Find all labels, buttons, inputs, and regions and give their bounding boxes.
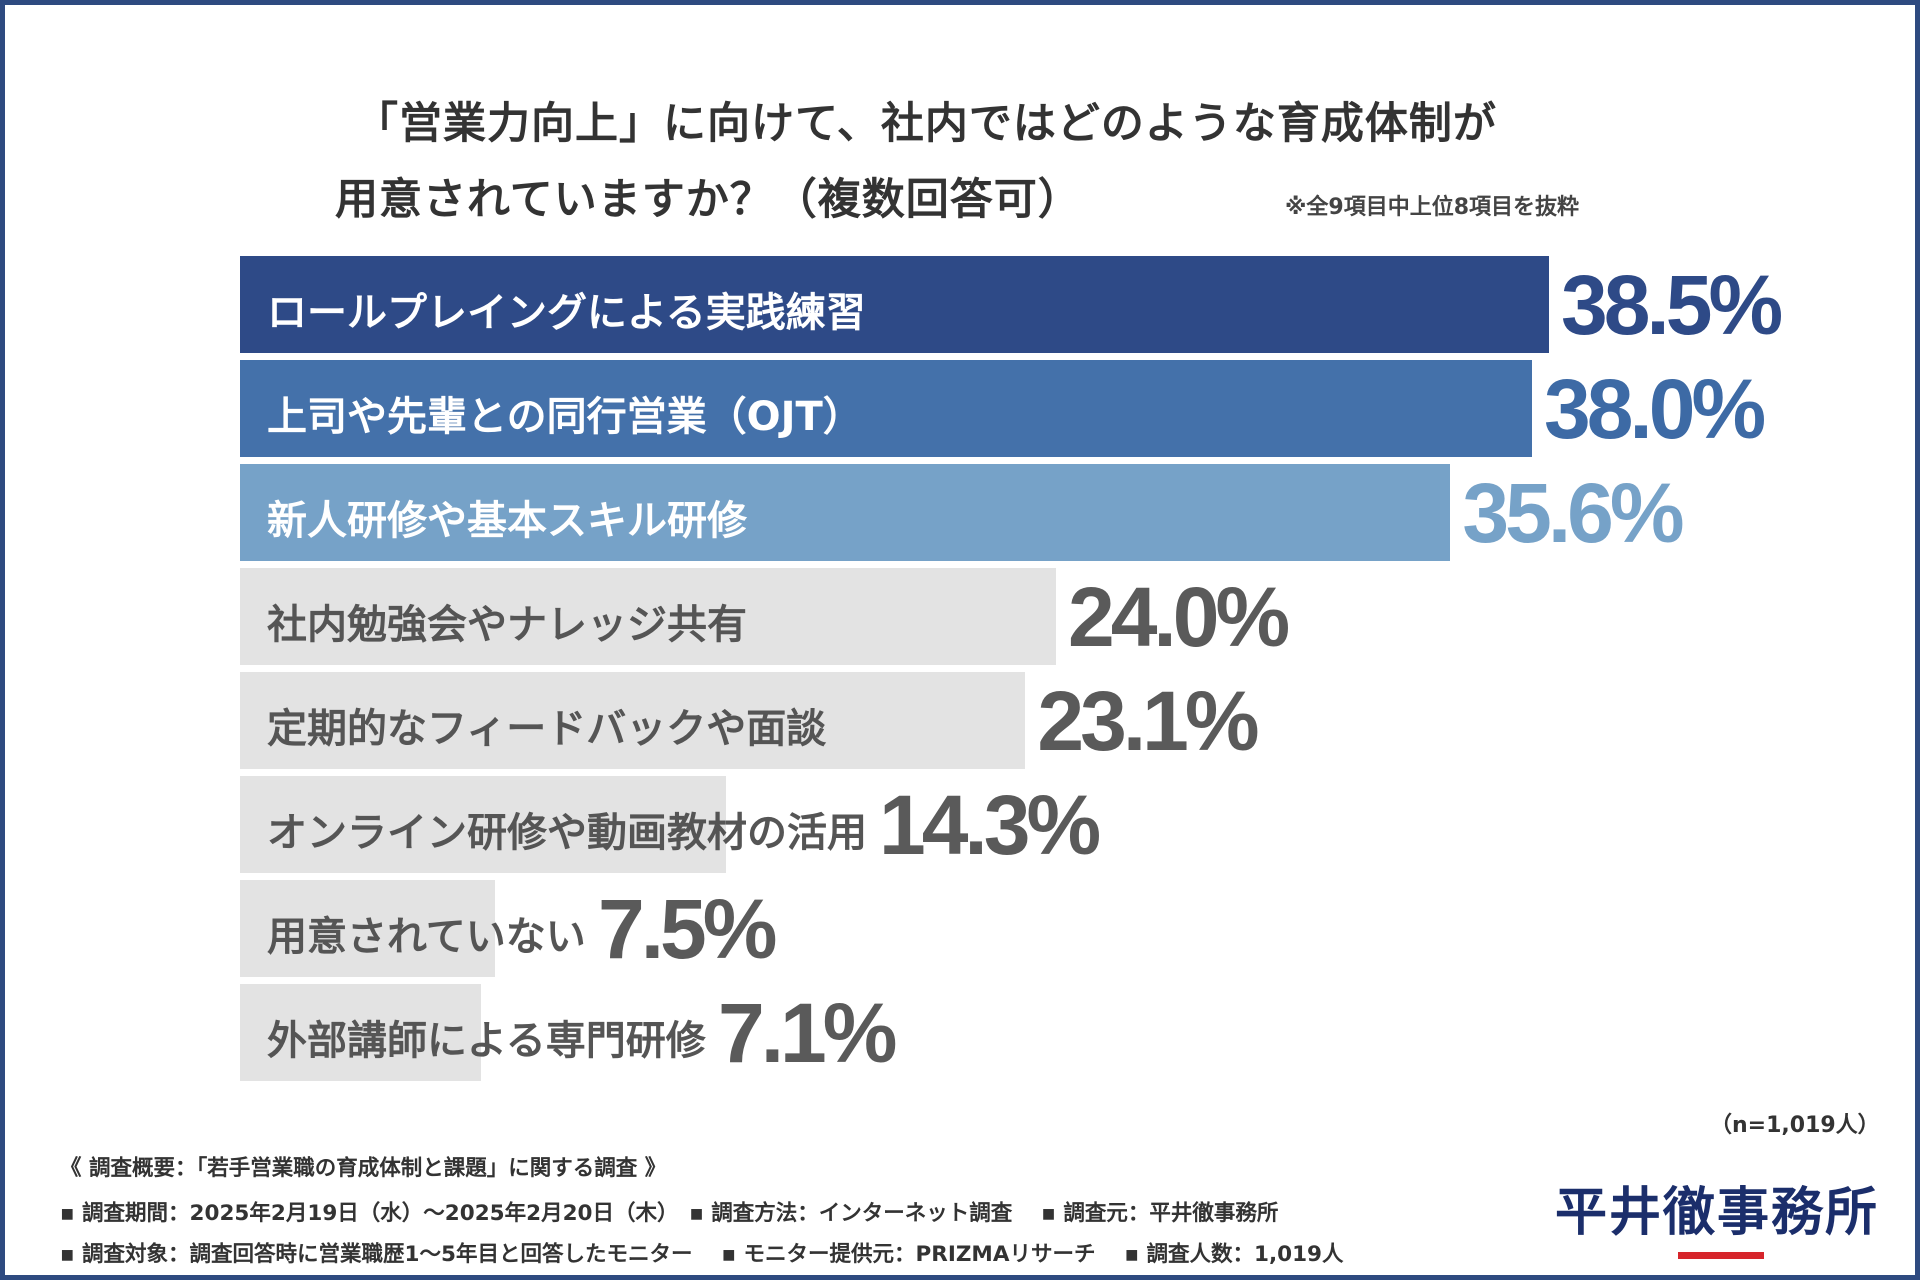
bar-value-label: 24.0% <box>1068 570 1290 664</box>
bar <box>240 776 727 873</box>
bar-label: オンライン研修や動画教材の活用 <box>267 810 867 856</box>
bar <box>240 880 495 977</box>
brand-logo-underline <box>1678 1252 1764 1259</box>
survey-details-line1: ▪ 調査期間：2025年2月19日（水）～2025年2月20日（木） ▪ 調査方… <box>60 1201 1279 1226</box>
bar <box>240 568 1056 665</box>
bar-label: 社内勉強会やナレッジ共有 <box>267 602 747 648</box>
bar-label: 用意されていない <box>267 914 586 960</box>
bar-label: ロールプレイングによる実践練習 <box>267 290 866 336</box>
bar-value-label: 38.0% <box>1544 362 1766 456</box>
bar-value-label: 38.5% <box>1561 258 1783 352</box>
brand-logo: 平井徹事務所 <box>1555 1170 1880 1259</box>
bar-value-label: 7.5% <box>598 882 777 976</box>
bar <box>240 984 482 1081</box>
survey-details-line2: ▪ 調査対象：調査回答時に営業職歴1～5年目と回答したモニター ▪ モニター提供… <box>60 1242 1344 1267</box>
survey-title: 《 調査概要：「若手営業職の育成体制と課題」に関する調査 》 <box>60 1156 667 1181</box>
bar <box>240 360 1532 457</box>
bar-value-label: 7.1% <box>718 986 897 1080</box>
bar <box>240 464 1451 561</box>
bar-value-label: 23.1% <box>1037 674 1259 768</box>
bar-value-label: 35.6% <box>1462 466 1684 560</box>
chart-title-line1: 「営業力向上」に向けて、社内ではどのような育成体制が <box>355 99 1497 149</box>
chart-note: ※全9項目中上位8項目を抜粋 <box>1285 195 1580 220</box>
bar-chart: ロールプレイングによる実践練習 38.5% 上司や先輩との同行営業（OJT） 38.0… <box>5 5 1920 1285</box>
bar-label: 上司や先輩との同行営業（OJT） <box>267 394 863 440</box>
bar-label: 外部講師による専門研修 <box>267 1018 706 1064</box>
bar <box>240 256 1549 353</box>
brand-logo-text: 平井徹事務所 <box>1555 1182 1880 1243</box>
bar-label: 定期的なフィードバックや面談 <box>267 706 827 752</box>
sample-size: （n=1,019人） <box>1710 1113 1880 1138</box>
bar <box>240 672 1026 769</box>
chart-title-line2: 用意されていますか？（複数回答可） <box>335 175 1082 225</box>
bar-label: 新人研修や基本スキル研修 <box>267 498 747 544</box>
bar-value-label: 14.3% <box>879 778 1101 872</box>
